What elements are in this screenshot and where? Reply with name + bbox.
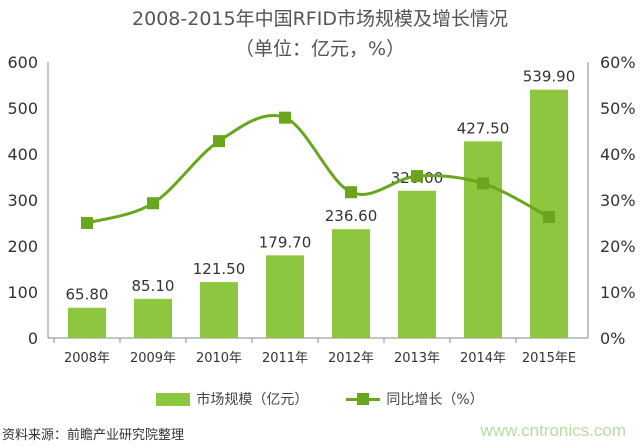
- growth-line: [86, 114, 550, 225]
- x-tick-label: 2011年: [262, 351, 308, 366]
- bar-data-label: 179.70: [259, 233, 312, 251]
- legend-line-label: 同比增长（%）: [386, 392, 484, 408]
- y-tick-label: 100: [7, 283, 38, 302]
- y-tick-label: 300: [7, 191, 38, 210]
- legend-item-line: 同比增长（%）: [346, 389, 484, 409]
- growth-point: [345, 186, 357, 199]
- y2-tick-label: 20%: [600, 237, 636, 256]
- chart-subtitle: （单位：亿元，%）: [234, 38, 406, 60]
- growth-point: [477, 177, 489, 190]
- x-tick-label: 2010年: [196, 351, 242, 366]
- y2-tick-label: 10%: [600, 283, 636, 302]
- legend-line-swatch: [346, 392, 381, 405]
- x-tick-label: 2009年: [130, 351, 176, 366]
- bar: [200, 282, 238, 338]
- source-note: 资料来源：前瞻产业研究院整理: [2, 428, 185, 443]
- x-tick-label: 2014年: [460, 351, 506, 366]
- growth-point: [279, 111, 291, 124]
- bar-data-label: 85.10: [132, 277, 175, 295]
- x-tick-label: 2008年: [64, 351, 110, 366]
- legend-bar-swatch: [156, 392, 191, 406]
- bar-data-label: 121.50: [193, 260, 246, 278]
- x-tick-label: 2012年: [328, 351, 374, 366]
- bar: [134, 298, 172, 338]
- x-tick-label: 2015年E: [522, 351, 576, 366]
- growth-point: [147, 197, 159, 210]
- y2-tick-label: 50%: [600, 99, 636, 118]
- growth-point: [81, 217, 93, 229]
- y2-tick-label: 40%: [600, 145, 636, 164]
- y-tick-label: 0: [28, 329, 38, 348]
- growth-point: [543, 211, 555, 224]
- y-tick-label: 600: [7, 53, 38, 72]
- y-tick-label: 200: [7, 237, 38, 256]
- y2-tick-label: 30%: [600, 191, 636, 210]
- y2-tick-label: 60%: [600, 53, 636, 72]
- y-tick-label: 500: [7, 99, 38, 118]
- bar-data-label: 65.80: [66, 286, 109, 304]
- bar: [332, 229, 370, 338]
- growth-point: [213, 135, 225, 148]
- bar-data-label: 236.60: [325, 207, 378, 225]
- legend-item-bar: 市场规模（亿元）: [156, 389, 308, 409]
- chart-title: 2008-2015年中国RFID市场规模及增长情况: [132, 8, 508, 30]
- bar: [464, 141, 502, 338]
- bar: [398, 190, 436, 338]
- bar: [68, 307, 106, 338]
- bar: [266, 255, 304, 338]
- legend: 市场规模（亿元） 同比增长（%）: [0, 389, 640, 409]
- watermark: www.cntronics.com: [480, 421, 626, 440]
- y-tick-label: 400: [7, 145, 38, 164]
- x-tick-label: 2013年: [394, 351, 440, 366]
- growth-point: [411, 170, 423, 183]
- bar-data-label: 427.50: [457, 119, 510, 137]
- legend-bar-label: 市场规模（亿元）: [196, 392, 309, 408]
- bar-data-label: 539.90: [523, 68, 576, 86]
- y2-tick-label: 0%: [600, 329, 625, 348]
